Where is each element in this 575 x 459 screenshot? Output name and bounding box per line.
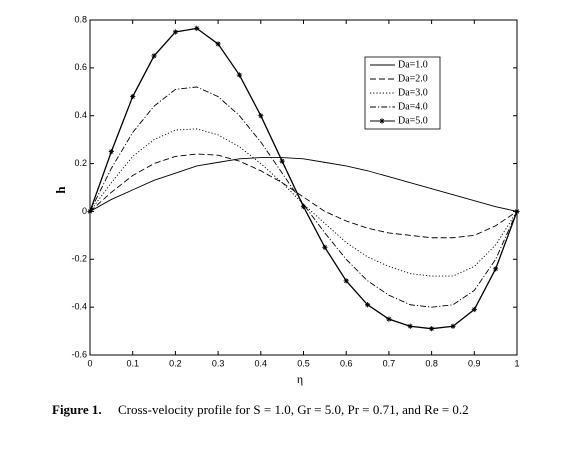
- series-marker: [108, 149, 114, 155]
- y-tick-label: -0.6: [71, 349, 87, 359]
- series-line: [89, 128, 518, 277]
- series-marker: [215, 41, 221, 47]
- x-tick-label: 0.3: [212, 358, 225, 368]
- legend-marker: [379, 118, 385, 124]
- x-tick-label: 0.7: [383, 358, 396, 368]
- series-marker: [258, 113, 264, 119]
- series-marker: [151, 53, 157, 59]
- series-line: [89, 86, 518, 308]
- series-marker: [429, 326, 435, 332]
- x-tick-label: 0.2: [169, 358, 182, 368]
- series-marker: [514, 208, 520, 215]
- series-marker: [493, 266, 499, 272]
- legend-label: Da=4.0: [398, 101, 428, 112]
- legend-label: Da=3.0: [398, 87, 428, 98]
- y-tick-label: 0: [82, 206, 87, 216]
- series-marker: [322, 244, 328, 250]
- series-marker: [471, 306, 477, 313]
- caption-label: Figure 1.: [52, 402, 102, 417]
- series-marker: [172, 29, 178, 35]
- legend-label: Da=5.0: [398, 115, 428, 126]
- x-tick-label: 0.6: [340, 358, 353, 368]
- series-marker: [279, 158, 285, 164]
- y-axis-label: h: [53, 186, 68, 194]
- series-line: [89, 157, 518, 212]
- x-tick-label: 0.9: [468, 358, 481, 368]
- x-tick-label: 0.5: [297, 358, 310, 368]
- series-marker: [407, 323, 413, 329]
- series-marker: [343, 278, 349, 284]
- x-tick-label: 0: [87, 358, 92, 368]
- y-tick-label: 0.4: [74, 110, 87, 120]
- x-tick-label: 0.4: [255, 358, 268, 368]
- x-axis-label: η: [297, 372, 303, 386]
- series-marker: [364, 302, 371, 308]
- series-marker: [130, 93, 136, 100]
- series-marker: [87, 208, 93, 215]
- series-line: [89, 27, 518, 330]
- series-line: [89, 153, 518, 239]
- series-marker: [386, 316, 392, 322]
- y-tick-label: 0.2: [74, 158, 87, 168]
- series-marker: [300, 204, 307, 210]
- legend-label: Da=1.0: [398, 59, 428, 70]
- legend-label: Da=2.0: [398, 73, 428, 84]
- x-tick-label: 0.1: [126, 358, 139, 368]
- series-marker: [450, 323, 456, 329]
- x-tick-label: 1: [514, 358, 519, 368]
- caption: Cross-velocity profile for S = 1.0, Gr =…: [118, 402, 469, 417]
- plot-frame: [89, 19, 518, 356]
- y-tick-label: -0.4: [71, 302, 87, 312]
- y-tick-label: -0.2: [71, 254, 87, 264]
- y-tick-label: 0.6: [74, 62, 87, 72]
- series-marker: [236, 72, 243, 78]
- series-marker: [194, 25, 200, 31]
- y-tick-label: 0.8: [74, 14, 87, 24]
- x-tick-label: 0.8: [425, 358, 438, 368]
